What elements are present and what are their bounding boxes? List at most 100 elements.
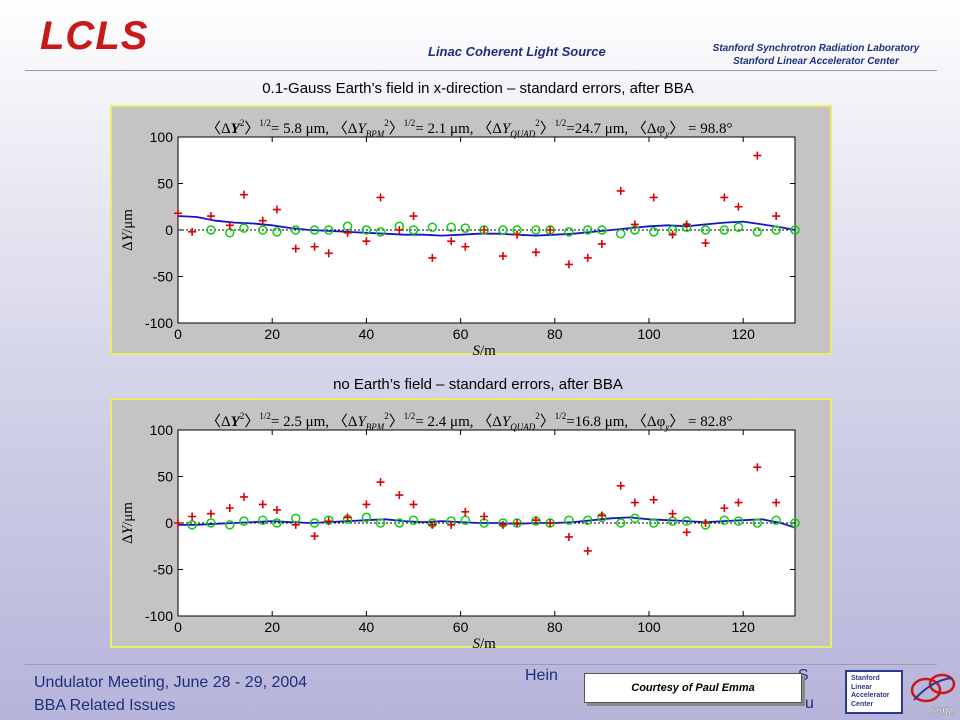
bpm-point [394,518,405,528]
quad-point [376,193,385,202]
bpm-point [446,222,456,232]
bpm-point [700,225,711,235]
quad-point [649,193,658,202]
bpm-point [239,516,249,526]
bpm-point [375,227,386,237]
quad-point [701,239,710,248]
quad-point [272,205,281,214]
quad-point [461,242,470,251]
quad-point [772,498,781,507]
rms-annotation: 〈ΔY2〉1/2= 5.8 μm, 〈ΔYBPM2〉1/2= 2.1 μm, 〈… [206,118,732,139]
quad-point [583,546,592,555]
bpm-point [309,225,320,235]
quad-point [701,519,710,527]
courtesy-note: Courtesy of Paul Emma [584,673,802,703]
quad-point [174,209,182,218]
quad-point [597,239,606,248]
quad-point [258,216,267,225]
quad-point [616,186,625,195]
quad-point [343,513,352,522]
quad-point [310,532,319,541]
quad-point [362,237,371,246]
x-tick-label: 100 [637,326,661,342]
y-tick-label: 50 [157,176,173,192]
header-institutions: Stanford Synchrotron Radiation Laborator… [700,42,932,68]
lcls-logo: LCLS [40,14,149,58]
footer-meeting: Undulator Meeting, June 28 - 29, 2004 [34,674,308,691]
footer-meeting-info: Undulator Meeting, June 28 - 29, 2004 BB… [34,671,307,717]
bpm-point [361,512,372,523]
bpm-point [648,227,659,237]
footer-author: Hein S [525,667,809,685]
bpm-point [719,515,730,525]
header-institution-ssrl: Stanford Synchrotron Radiation Laborator… [712,43,920,54]
quad-point [239,492,248,501]
quad-point [531,248,540,257]
y-tick-label: 100 [150,422,174,438]
bpm-point [361,225,372,235]
quad-point [310,242,319,251]
bpm-point [290,225,301,235]
y-tick-label: 100 [150,129,174,145]
quad-point [734,202,743,211]
x-tick-label: 20 [264,619,280,635]
x-tick-label: 80 [547,619,563,635]
bpm-point [630,513,640,524]
slac-logo: Stanford Linear Accelerator Center [845,670,903,714]
quad-point [324,249,333,258]
quad-point [174,519,182,527]
x-tick-label: 120 [732,326,756,342]
quad-point [597,511,606,520]
bpm-point [258,515,268,525]
quad-point [324,517,333,526]
quad-point [362,500,371,509]
quad-point [564,532,573,541]
bpm-point [460,223,471,233]
bpm-point [206,518,216,528]
footer-author-start: Hein [525,667,558,684]
x-tick-label: 40 [359,619,375,635]
y-axis-label: ΔY/μm [120,209,136,251]
bpm-point [258,225,268,235]
rms-annotation: 〈ΔY2〉1/2= 2.5 μm, 〈ΔYBPM2〉1/2= 2.4 μm, 〈… [206,411,732,432]
bpm-point [752,227,763,237]
bpm-point [323,225,334,235]
bpm-point [272,227,282,237]
footer-email-fragment: u [805,695,814,712]
bpm-point [460,515,471,525]
x-tick-label: 20 [264,326,280,342]
quad-point [258,500,267,509]
bpm-point [771,225,781,235]
bpm-point [564,227,574,237]
bpm-point [771,515,781,525]
quad-point [225,221,234,230]
chart-panel-1: 0 20 40 60 80 100 120 100 50 0 -50 -100 S/m ΔY/μm 〈ΔY2… [110,105,832,357]
quad-point [291,520,300,529]
bpm-point [583,515,593,525]
y-tick-label: 0 [165,222,173,238]
y-tick-label: -100 [145,315,173,331]
quad-point [753,463,762,472]
quad-point [395,491,404,500]
quad-point [461,507,470,516]
quad-point [447,237,456,246]
bpm-point [583,225,593,235]
bpm-point [564,515,574,525]
quad-point [630,498,639,507]
bpm-point [790,225,800,235]
header-title: Linac Coherent Light Source [428,44,606,59]
quad-point [583,253,592,262]
x-tick-label: 60 [453,326,469,342]
bpm-point [648,518,659,528]
footer-divider [25,664,937,665]
bpm-point [790,518,800,528]
quad-point [649,495,658,504]
bpm-point [408,225,419,235]
y-tick-label: 0 [165,515,173,531]
quad-point [376,478,385,487]
quad-point [753,151,762,160]
quad-point [395,226,404,234]
quad-point [480,512,489,521]
quad-point [447,520,456,529]
quad-point [188,512,197,521]
